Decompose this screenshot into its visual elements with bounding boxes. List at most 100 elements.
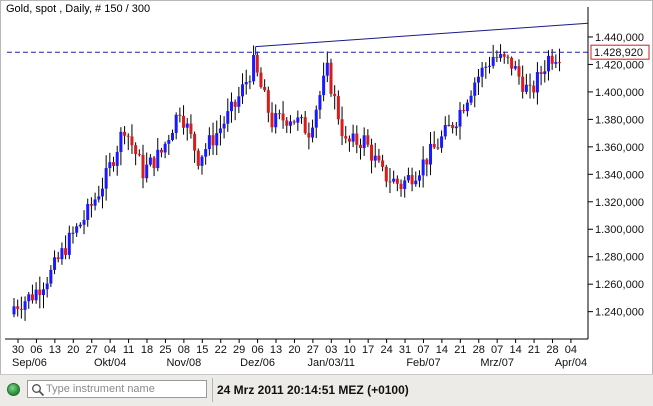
last-price-label: 1.428,920 — [594, 47, 643, 59]
candle-body — [554, 62, 558, 64]
candle-body — [311, 127, 315, 138]
x-tick-label: 15 — [196, 344, 208, 356]
x-month-label: Nov/08 — [166, 357, 201, 369]
y-tick-label: 1.240,000 — [595, 307, 644, 319]
candle-body — [440, 136, 444, 148]
candle-body — [535, 72, 539, 93]
candle-body — [60, 248, 64, 260]
candle-body — [115, 152, 119, 166]
candle-body — [45, 283, 49, 290]
candle-body — [86, 204, 90, 220]
chart-title: Gold, spot , Daily, # 150 / 300 — [6, 3, 151, 15]
candle-body — [417, 175, 421, 181]
x-tick-label: 04 — [104, 344, 116, 356]
candle-body — [303, 117, 307, 133]
candle-body — [89, 204, 93, 206]
instrument-search-input[interactable] — [46, 381, 204, 397]
candle-body — [465, 102, 469, 112]
candle-body — [506, 56, 510, 58]
candle-body — [207, 135, 211, 150]
candle-body — [532, 85, 536, 93]
candle-body — [241, 84, 245, 97]
candle-body — [491, 56, 495, 66]
candle-body — [469, 95, 473, 103]
x-month-label: Feb/07 — [406, 357, 440, 369]
candle-body — [458, 109, 462, 127]
candle-body — [322, 75, 326, 96]
candle-body — [373, 155, 377, 161]
x-month-label: Dez/06 — [240, 357, 275, 369]
candle-body — [314, 109, 318, 128]
candle-body — [200, 156, 204, 166]
candle-body — [12, 306, 16, 315]
candle-body — [64, 248, 68, 255]
candle-body — [432, 143, 436, 148]
candle-body — [78, 224, 82, 227]
candle-body — [244, 81, 248, 85]
candle-body — [543, 71, 547, 75]
candle-body — [329, 62, 333, 94]
candle-body — [41, 289, 45, 296]
x-tick-label: 18 — [141, 344, 153, 356]
candle-body — [447, 124, 451, 126]
candle-body — [406, 175, 410, 181]
candle-body — [347, 138, 351, 142]
candle-body — [130, 136, 134, 146]
candle-body — [229, 101, 233, 112]
candle-body — [123, 131, 127, 136]
x-tick-label: 20 — [288, 344, 300, 356]
x-tick-label: 06 — [30, 344, 42, 356]
candle-body — [473, 82, 477, 96]
x-tick-label: 20 — [67, 344, 79, 356]
x-tick-label: 30 — [12, 344, 24, 356]
x-month-label: Jan/03/11 — [308, 357, 356, 369]
candle-body — [487, 65, 491, 67]
candle-body — [288, 121, 292, 126]
candle-body — [340, 119, 344, 137]
candle-body — [476, 76, 480, 83]
candle-body — [307, 132, 311, 138]
candle-body — [421, 159, 425, 176]
candle-body — [215, 133, 219, 146]
candle-body — [425, 159, 429, 165]
x-tick-label: 06 — [251, 344, 263, 356]
candle-body — [97, 196, 101, 200]
candle-body — [193, 133, 197, 151]
search-icon[interactable] — [31, 383, 45, 397]
candle-body — [362, 135, 366, 149]
candle-body — [392, 178, 396, 182]
x-month-label: Sep/06 — [12, 357, 47, 369]
candle-body — [196, 150, 200, 166]
y-tick-label: 1.340,000 — [595, 169, 644, 181]
candle-body — [270, 112, 274, 128]
candle-body — [414, 180, 418, 185]
x-tick-label: 03 — [325, 344, 337, 356]
candle-body — [27, 294, 31, 302]
candle-body — [30, 294, 34, 301]
candle-body — [274, 113, 278, 128]
candle-body — [119, 131, 123, 153]
candle-body — [53, 257, 57, 270]
candle-body — [403, 180, 407, 189]
candle-body — [34, 289, 38, 301]
candle-body — [546, 55, 550, 72]
candle-body — [104, 168, 108, 189]
candle-body — [550, 55, 554, 64]
candle-body — [16, 306, 20, 309]
candle-body — [429, 143, 433, 165]
candle-body — [71, 232, 75, 234]
candle-body — [156, 149, 160, 169]
instrument-search-box[interactable] — [27, 380, 207, 398]
x-tick-label: 21 — [528, 344, 540, 356]
connection-status-icon — [7, 383, 20, 396]
candle-body — [93, 199, 97, 206]
candle-body — [56, 257, 60, 260]
candle-body — [539, 72, 543, 75]
x-tick-label: 07 — [417, 344, 429, 356]
candle-body — [141, 154, 145, 179]
candle-body — [355, 133, 359, 145]
x-tick-label: 24 — [380, 344, 392, 356]
y-tick-label: 1.320,000 — [595, 197, 644, 209]
candle-body — [145, 164, 149, 179]
candles-group — [12, 44, 562, 321]
